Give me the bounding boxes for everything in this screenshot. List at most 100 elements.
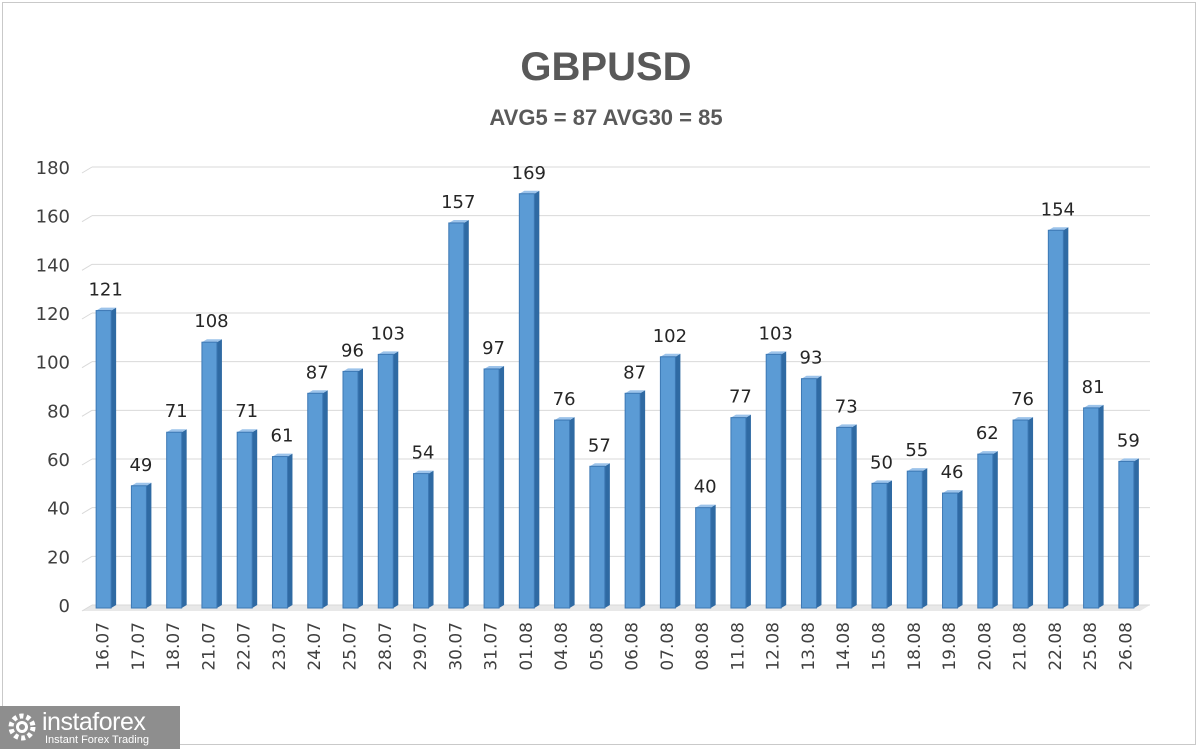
bar-side (781, 351, 786, 608)
bar-group (131, 483, 151, 608)
x-tick-label: 22.08 (1046, 622, 1066, 671)
bar-group (660, 354, 680, 608)
bar-group (872, 480, 892, 608)
x-tick-label: 19.08 (940, 622, 960, 671)
data-label: 55 (905, 440, 928, 461)
bar-side (1099, 405, 1104, 608)
bar-side (252, 429, 257, 608)
bar-group (414, 471, 434, 608)
bars (96, 191, 1139, 608)
gridline-depth (82, 216, 92, 222)
y-tick-label: 120 (36, 304, 70, 325)
y-tick-label: 60 (47, 450, 70, 471)
instaforex-logo: instaforex Instant Forex Trading (0, 706, 180, 749)
gear-people-icon (6, 711, 38, 743)
x-tick-label: 18.08 (905, 622, 925, 671)
y-tick-label: 160 (36, 207, 70, 228)
bar-side (887, 480, 892, 608)
x-tick-label: 04.08 (552, 622, 572, 671)
bar-side (323, 390, 328, 608)
data-label: 97 (482, 338, 505, 359)
gridline-depth (82, 167, 92, 173)
bar (731, 418, 746, 608)
gridline-depth (82, 410, 92, 416)
bar-side (393, 351, 398, 608)
bar-group (978, 451, 998, 608)
chart-subtitle: AVG5 = 87 AVG30 = 85 (489, 105, 722, 130)
x-tick-label: 22.07 (235, 622, 255, 671)
bar-side (605, 463, 610, 608)
bar (519, 194, 534, 608)
bar-group (907, 468, 927, 608)
bar (696, 508, 711, 608)
bar (625, 393, 640, 608)
data-label: 108 (194, 311, 228, 332)
data-label: 46 (941, 462, 964, 483)
bar (343, 371, 358, 608)
gridline-depth (82, 362, 92, 368)
bar (1119, 461, 1134, 608)
bar-side (464, 220, 469, 608)
y-tick-label: 100 (36, 353, 70, 374)
x-tick-label: 26.08 (1116, 622, 1136, 671)
x-tick-label: 17.07 (129, 622, 149, 671)
bar-side (852, 424, 857, 608)
bar-side (958, 490, 963, 608)
logo-tagline: Instant Forex Trading (45, 734, 149, 746)
data-label: 103 (759, 323, 793, 344)
data-label: 103 (371, 323, 405, 344)
bar-group (555, 417, 575, 608)
bar-side (922, 468, 927, 608)
x-tick-label: 25.07 (341, 622, 361, 671)
bar-group (625, 390, 645, 608)
bar (978, 454, 993, 608)
bar-side (534, 191, 539, 608)
bar-group (202, 339, 222, 608)
data-label: 121 (88, 280, 122, 301)
bar (484, 369, 499, 608)
data-label: 61 (271, 426, 294, 447)
bar-group (343, 368, 363, 608)
data-label: 76 (1011, 389, 1034, 410)
chart-title: GBPUSD (520, 45, 691, 89)
bar (308, 393, 323, 608)
x-tick-label: 21.07 (199, 622, 219, 671)
data-label: 96 (341, 340, 364, 361)
x-tick-label: 11.08 (728, 622, 748, 671)
bar (660, 357, 675, 608)
data-label: 102 (653, 326, 687, 347)
x-tick-label: 20.08 (975, 622, 995, 671)
bar-side (111, 308, 116, 608)
bar-side (146, 483, 151, 608)
bar-side (1134, 458, 1139, 608)
bar-chart: GBPUSD AVG5 = 87 AVG30 = 85 020406080100… (0, 0, 1200, 749)
x-tick-label: 23.07 (270, 622, 290, 671)
x-tick-label: 14.08 (834, 622, 854, 671)
y-tick-label: 20 (47, 547, 70, 568)
bar (378, 354, 393, 608)
x-axis-ticks: 16.07 17.07 18.07 21.07 22.07 23.07 24.07 25.07… (94, 622, 1137, 671)
x-tick-label: 06.08 (623, 622, 643, 671)
gridline-depth (82, 508, 92, 514)
logo-name: instaforex (42, 708, 145, 737)
data-label: 54 (412, 443, 435, 464)
bar (766, 354, 781, 608)
data-label: 77 (729, 387, 752, 408)
x-tick-label: 01.08 (517, 622, 537, 671)
bar (1048, 230, 1063, 608)
y-axis-ticks: 0 20 40 60 80 100 120 140 160 180 (36, 158, 70, 617)
bar-group (449, 220, 469, 608)
bar (1013, 420, 1028, 608)
y-tick-label: 180 (36, 158, 70, 179)
bar (96, 311, 111, 608)
y-tick-label: 40 (47, 499, 70, 520)
y-tick-label: 0 (59, 596, 70, 617)
data-label: 40 (694, 477, 717, 498)
x-tick-label: 25.08 (1081, 622, 1101, 671)
data-label: 62 (976, 423, 999, 444)
bar-side (1063, 227, 1068, 608)
data-label: 73 (835, 396, 858, 417)
bar-group (96, 308, 116, 608)
bar-side (711, 505, 716, 608)
bar (801, 379, 816, 608)
